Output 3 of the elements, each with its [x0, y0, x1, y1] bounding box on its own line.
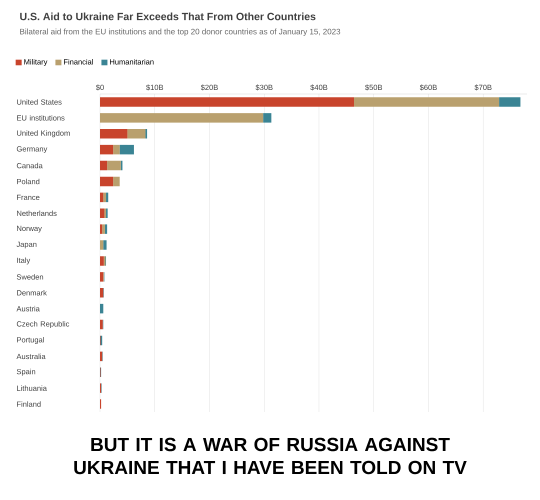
chart-subtitle: Bilateral aid from the EU institutions and the top 20 donor countries as of January 15, 2023: [20, 28, 340, 36]
chart-title: U.S. Aid to Ukraine Far Exceeds That From Other Countries: [20, 12, 316, 20]
text: BUT IT IS A WAR OF RUSSIA AGAINST UKRAINE THAT I HAVE BEEN TOLD ON TV: [74, 438, 467, 474]
